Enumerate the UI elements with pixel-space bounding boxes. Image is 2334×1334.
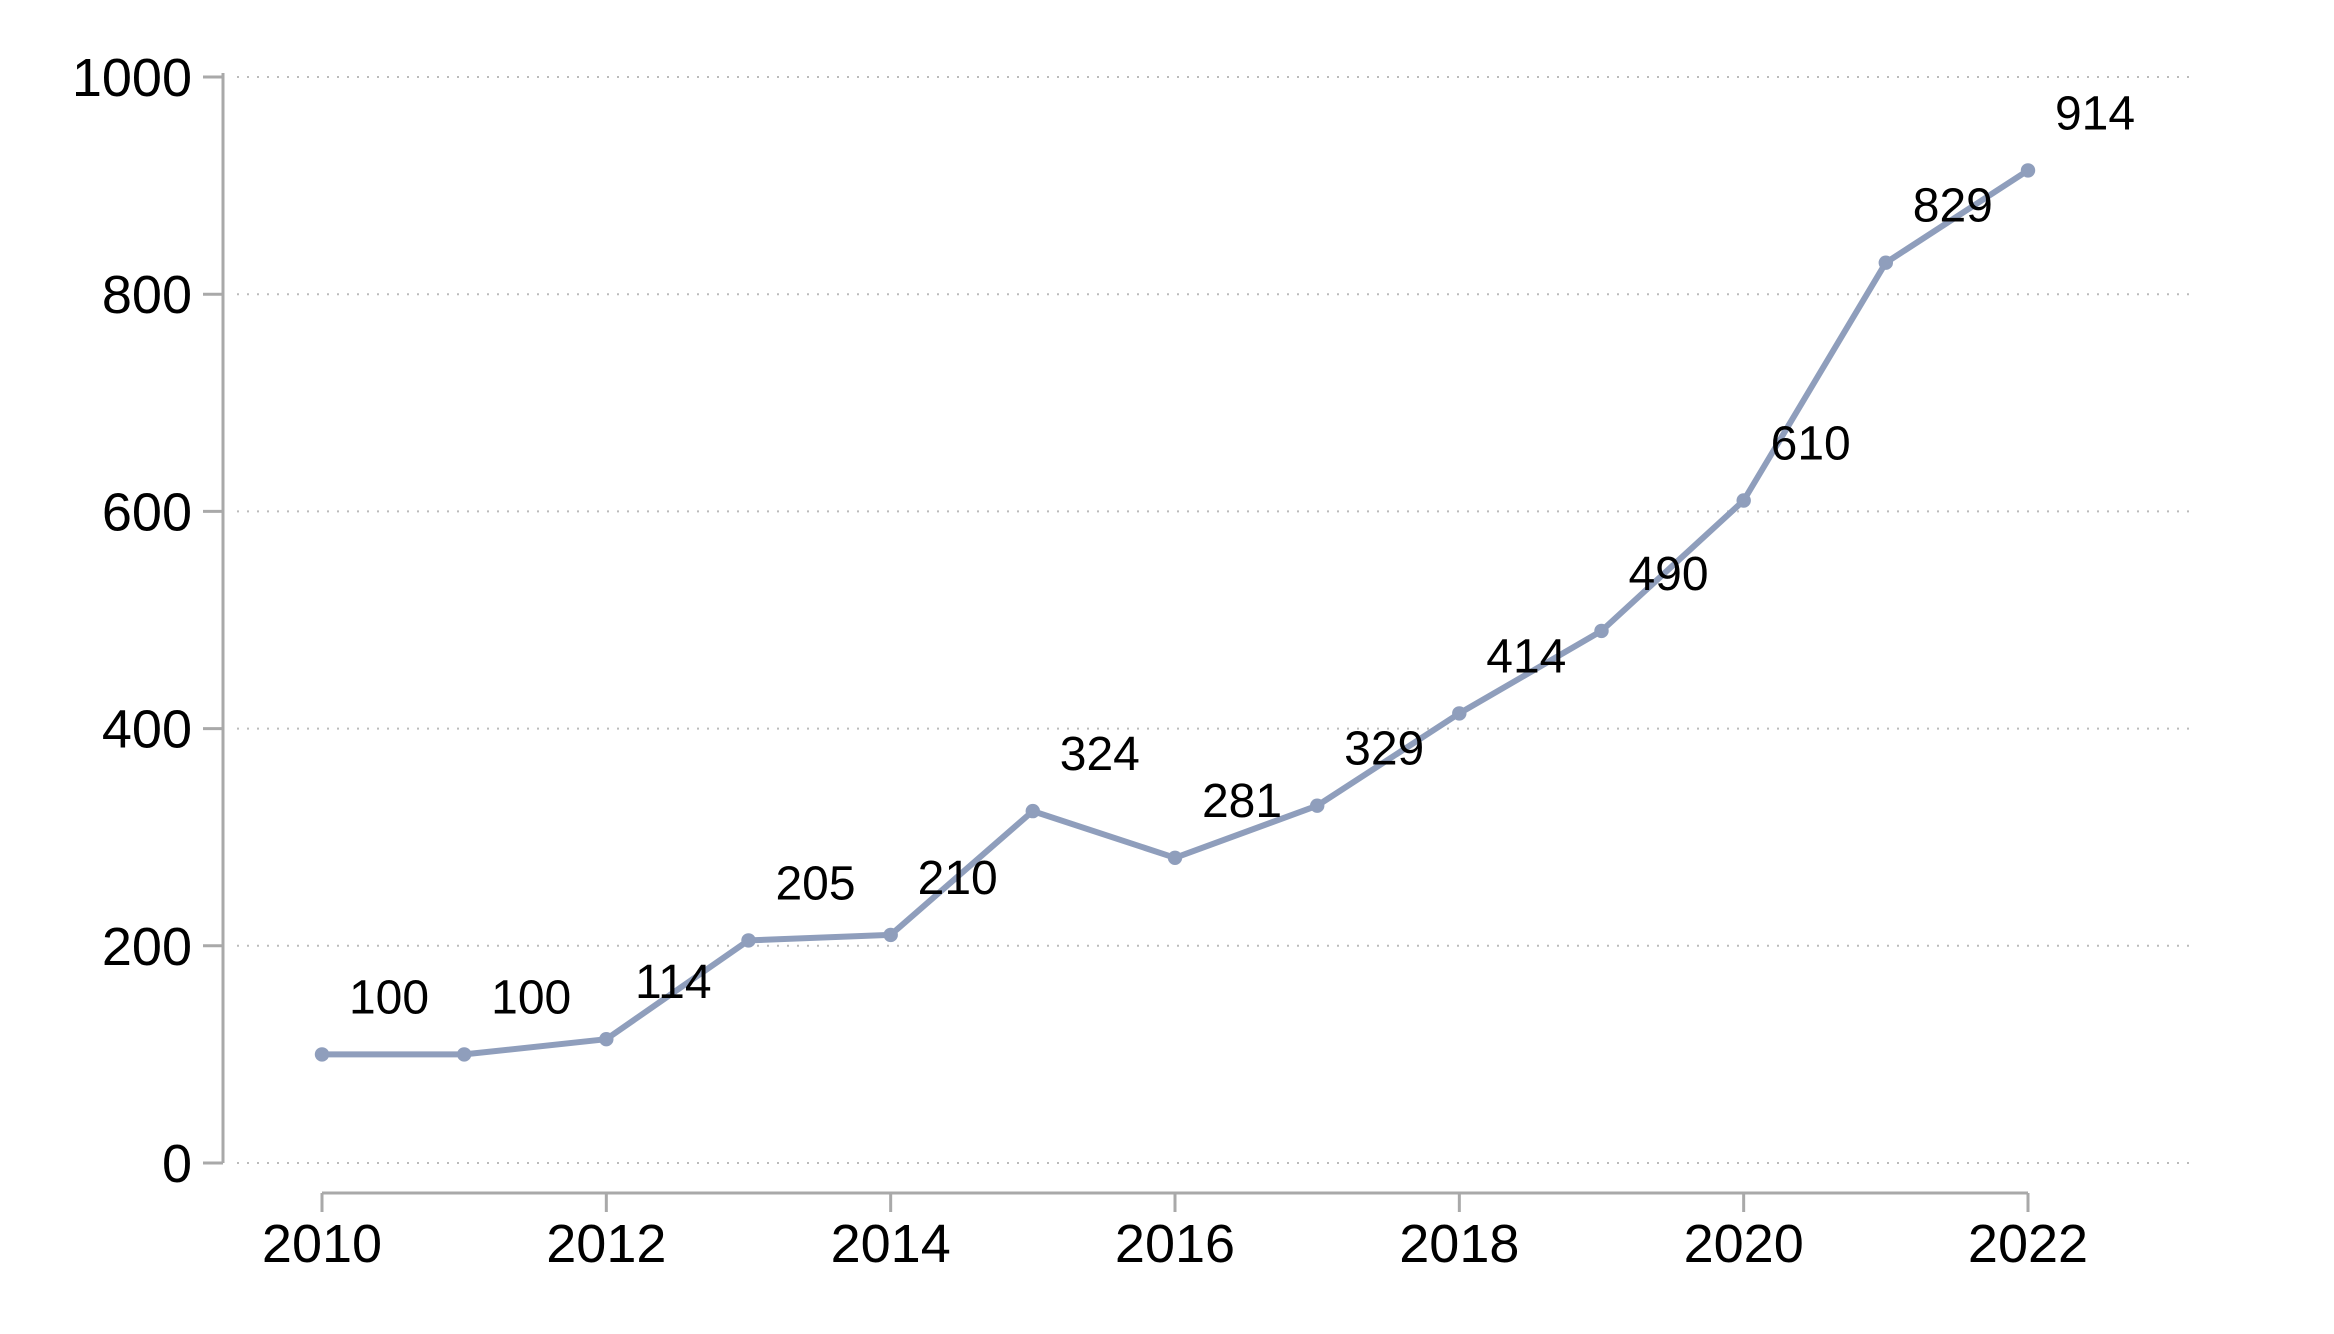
x-axis-tick-label: 2010 [262,1214,382,1274]
y-axis-tick-label: 200 [102,917,192,977]
x-axis-tick-label: 2012 [546,1214,666,1274]
data-point-label: 610 [1771,418,1851,471]
data-point-label: 914 [2055,87,2135,140]
data-point-marker [314,1047,330,1062]
trend-line [319,167,2031,1058]
data-point-marker [1736,493,1751,508]
x-axis-tick-label: 2018 [1399,1214,1519,1274]
y-axis-tick-label: 600 [102,482,192,542]
data-point-label: 114 [635,956,712,1009]
data-point-marker [1594,623,1609,639]
x-axis-tick-label: 2014 [831,1214,951,1274]
data-point-label: 329 [1344,723,1424,776]
data-point-label: 100 [349,971,429,1024]
y-axis-tick-label: 0 [162,1134,192,1194]
data-point-marker [1025,803,1041,819]
x-axis-tick-label: 2022 [1968,1214,2088,1274]
data-point-label: 490 [1628,548,1708,601]
x-axis-tick-label: 2020 [1684,1214,1804,1274]
y-axis-tick-label: 800 [102,265,192,325]
data-point-label: 100 [491,971,571,1024]
data-point-marker [741,933,756,948]
data-point-marker [883,927,898,943]
data-point-label: 210 [918,852,998,905]
x-axis-tick-label: 2016 [1115,1214,1235,1274]
data-point-marker [1310,798,1325,813]
data-point-label: 205 [775,857,855,910]
data-point-marker [1878,255,1894,270]
data-point-label: 829 [1913,180,1993,233]
data-point-marker [599,1032,614,1047]
data-point-marker [2020,163,2036,178]
data-point-label: 324 [1060,728,1140,781]
y-axis-tick-label: 1000 [72,48,192,108]
y-axis-tick-label: 400 [102,700,192,760]
data-point-marker [1452,706,1467,721]
data-point-marker [457,1047,472,1062]
data-point-label: 281 [1202,775,1282,828]
data-point-marker [1167,850,1183,865]
data-point-label: 414 [1486,630,1566,683]
